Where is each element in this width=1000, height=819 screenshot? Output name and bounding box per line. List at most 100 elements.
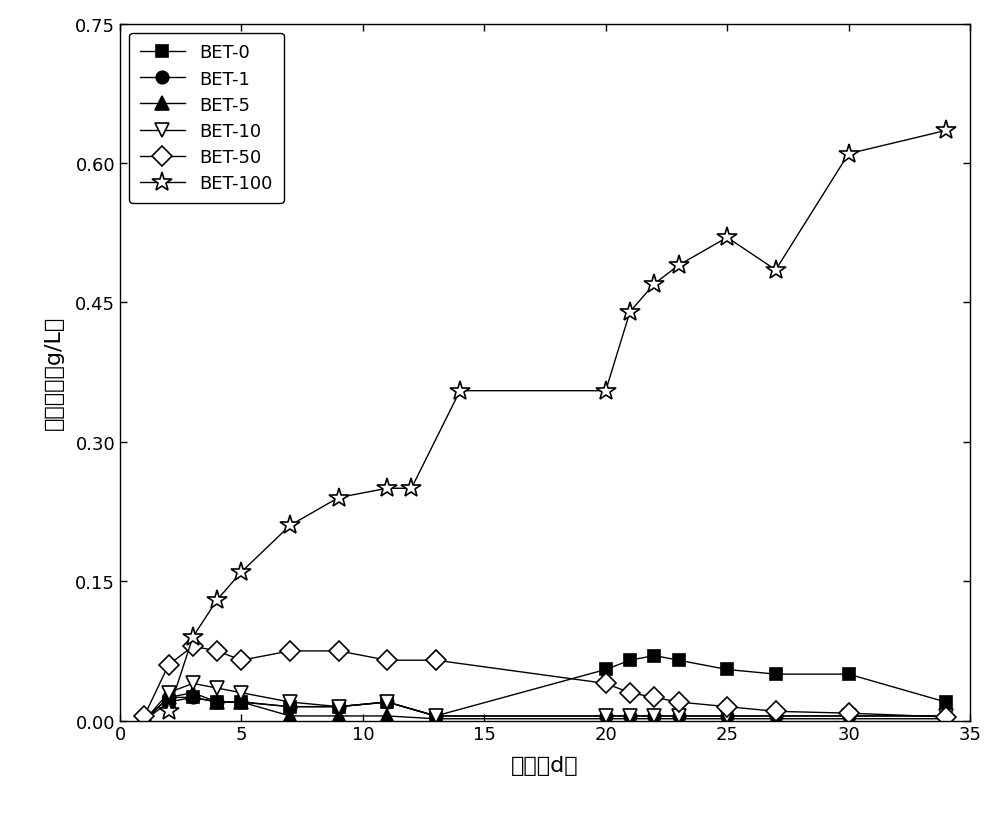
BET-0 bbox=[624, 655, 636, 665]
BET-0 bbox=[138, 716, 150, 726]
BET-0 bbox=[843, 669, 855, 679]
BET-5 bbox=[138, 716, 150, 726]
BET-0 bbox=[235, 697, 247, 707]
BET-5 bbox=[333, 711, 345, 721]
BET-5 bbox=[600, 714, 612, 724]
BET-100 bbox=[405, 484, 417, 494]
BET-10 bbox=[211, 683, 223, 693]
BET-1 bbox=[648, 711, 660, 721]
BET-10 bbox=[624, 711, 636, 721]
Line: BET-0: BET-0 bbox=[138, 649, 952, 727]
BET-100 bbox=[235, 568, 247, 577]
Line: BET-100: BET-100 bbox=[158, 121, 956, 722]
BET-10 bbox=[235, 688, 247, 698]
BET-0 bbox=[721, 665, 733, 675]
BET-10 bbox=[648, 711, 660, 721]
BET-50 bbox=[721, 702, 733, 712]
BET-100 bbox=[163, 707, 175, 717]
BET-1 bbox=[673, 711, 685, 721]
BET-5 bbox=[235, 697, 247, 707]
BET-10 bbox=[770, 711, 782, 721]
BET-5 bbox=[648, 714, 660, 724]
BET-5 bbox=[163, 693, 175, 703]
BET-0 bbox=[770, 669, 782, 679]
BET-1 bbox=[187, 693, 199, 703]
Y-axis label: 乙酸浓度（g/L）: 乙酸浓度（g/L） bbox=[44, 315, 64, 430]
BET-100 bbox=[673, 261, 685, 271]
BET-100 bbox=[333, 493, 345, 503]
BET-1 bbox=[600, 711, 612, 721]
BET-1 bbox=[211, 697, 223, 707]
BET-0 bbox=[333, 702, 345, 712]
BET-0 bbox=[430, 711, 442, 721]
BET-100 bbox=[381, 484, 393, 494]
BET-50 bbox=[940, 712, 952, 722]
BET-100 bbox=[454, 387, 466, 396]
BET-5 bbox=[721, 714, 733, 724]
Legend: BET-0, BET-1, BET-5, BET-10, BET-50, BET-100: BET-0, BET-1, BET-5, BET-10, BET-50, BET… bbox=[129, 34, 284, 204]
BET-0 bbox=[381, 697, 393, 707]
BET-50 bbox=[624, 688, 636, 698]
BET-50 bbox=[430, 655, 442, 665]
BET-0 bbox=[940, 697, 952, 707]
BET-1 bbox=[235, 697, 247, 707]
BET-10 bbox=[600, 711, 612, 721]
BET-10 bbox=[430, 711, 442, 721]
X-axis label: 时间（d）: 时间（d） bbox=[511, 754, 579, 775]
BET-50 bbox=[648, 693, 660, 703]
BET-50 bbox=[187, 641, 199, 651]
Line: BET-5: BET-5 bbox=[137, 686, 953, 727]
BET-1 bbox=[843, 711, 855, 721]
BET-50 bbox=[284, 646, 296, 656]
BET-50 bbox=[600, 679, 612, 689]
BET-5 bbox=[673, 714, 685, 724]
BET-100 bbox=[624, 307, 636, 317]
BET-10 bbox=[284, 697, 296, 707]
BET-100 bbox=[187, 632, 199, 642]
BET-10 bbox=[138, 716, 150, 726]
BET-5 bbox=[187, 688, 199, 698]
BET-1 bbox=[163, 693, 175, 703]
BET-5 bbox=[284, 711, 296, 721]
BET-10 bbox=[163, 688, 175, 698]
BET-10 bbox=[333, 702, 345, 712]
BET-100 bbox=[600, 387, 612, 396]
BET-0 bbox=[187, 693, 199, 703]
BET-10 bbox=[187, 679, 199, 689]
BET-1 bbox=[138, 716, 150, 726]
BET-100 bbox=[721, 233, 733, 243]
BET-1 bbox=[721, 711, 733, 721]
BET-50 bbox=[333, 646, 345, 656]
BET-5 bbox=[843, 714, 855, 724]
BET-10 bbox=[721, 711, 733, 721]
BET-0 bbox=[163, 697, 175, 707]
BET-5 bbox=[624, 714, 636, 724]
BET-5 bbox=[381, 711, 393, 721]
BET-100 bbox=[770, 265, 782, 275]
BET-50 bbox=[673, 697, 685, 707]
BET-1 bbox=[940, 711, 952, 721]
BET-100 bbox=[940, 126, 952, 136]
BET-50 bbox=[843, 708, 855, 718]
BET-5 bbox=[770, 714, 782, 724]
BET-5 bbox=[211, 697, 223, 707]
BET-0 bbox=[648, 651, 660, 661]
BET-1 bbox=[381, 697, 393, 707]
BET-100 bbox=[211, 595, 223, 605]
BET-1 bbox=[333, 702, 345, 712]
BET-1 bbox=[284, 702, 296, 712]
BET-5 bbox=[940, 714, 952, 724]
BET-0 bbox=[673, 655, 685, 665]
BET-0 bbox=[284, 702, 296, 712]
BET-0 bbox=[600, 665, 612, 675]
BET-5 bbox=[430, 714, 442, 724]
BET-1 bbox=[624, 711, 636, 721]
BET-100 bbox=[648, 279, 660, 289]
BET-1 bbox=[770, 711, 782, 721]
Line: BET-10: BET-10 bbox=[137, 676, 953, 727]
BET-50 bbox=[211, 646, 223, 656]
BET-10 bbox=[843, 711, 855, 721]
BET-50 bbox=[138, 711, 150, 721]
BET-100 bbox=[843, 150, 855, 160]
BET-50 bbox=[163, 660, 175, 670]
